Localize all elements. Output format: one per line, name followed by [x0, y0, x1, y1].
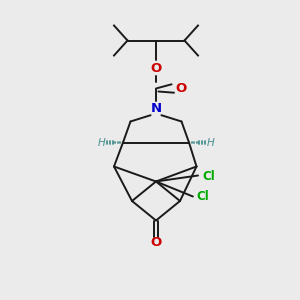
Text: H: H	[98, 137, 105, 148]
Text: Cl: Cl	[202, 170, 215, 184]
Text: N: N	[150, 102, 162, 115]
Text: O: O	[150, 236, 162, 250]
Text: H: H	[207, 137, 214, 148]
Text: Cl: Cl	[196, 190, 209, 203]
Text: O: O	[176, 82, 187, 95]
Text: O: O	[150, 62, 162, 75]
